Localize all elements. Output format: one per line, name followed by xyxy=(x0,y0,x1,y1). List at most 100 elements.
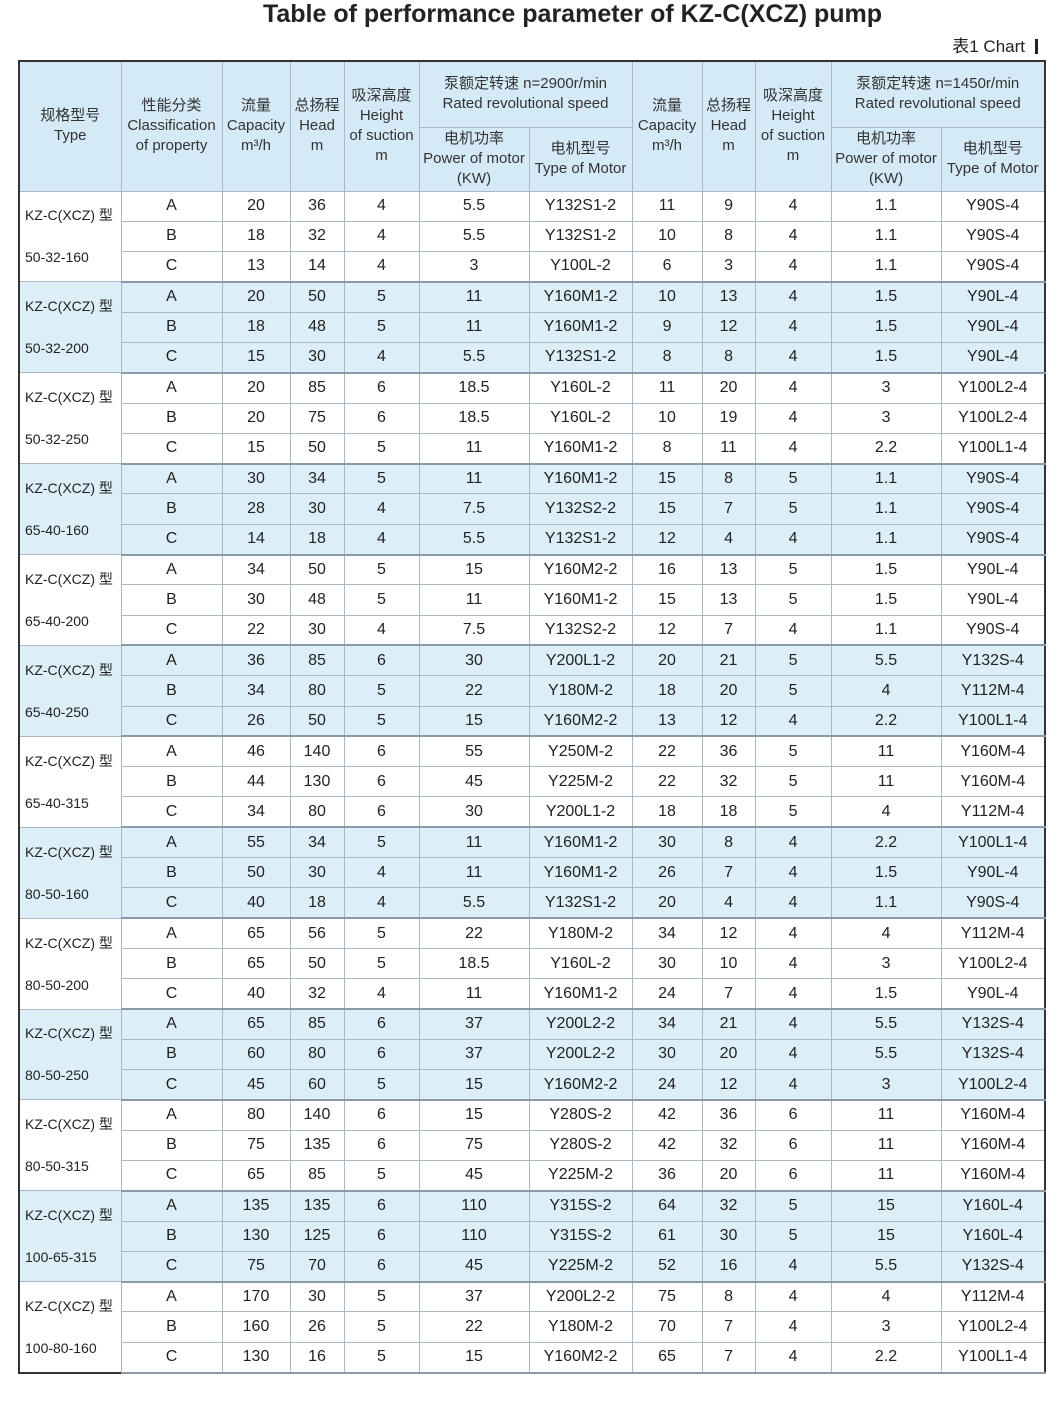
data-cell: 55 xyxy=(221,826,291,859)
data-cell: 1.1 xyxy=(830,523,942,556)
data-cell: 5 xyxy=(754,735,832,768)
data-cell: Y100L1-4 xyxy=(940,1341,1046,1374)
model-text: 65-40-315 xyxy=(25,794,89,811)
data-cell: 5 xyxy=(343,281,420,313)
model-text: 50-32-250 xyxy=(25,431,89,448)
data-row: B 18 48 5 11 Y160M1-2 9 12 4 1.5 Y90L-4 xyxy=(19,311,1046,343)
data-cell: Y90L-4 xyxy=(940,978,1046,1011)
data-cell: A xyxy=(120,190,223,222)
data-row: KZ-C(XCZ) 型 80-50-200 A 65 56 5 22 Y180M-2 34 12 4… xyxy=(18,917,1046,1010)
data-cell: 24 xyxy=(631,978,703,1011)
data-cell: Y160M1-2 xyxy=(528,826,633,859)
data-cell: 16 xyxy=(631,554,703,586)
data-cell: 2.2 xyxy=(830,432,942,465)
data-cell: 8 xyxy=(701,220,756,253)
data-cell: 85 xyxy=(289,1159,345,1192)
data-cell: Y250M-2 xyxy=(528,735,633,768)
model-cell: KZ-C(XCZ) 型 80-50-160 xyxy=(18,826,122,919)
data-cell: 4 xyxy=(754,917,832,949)
data-cell: 2.2 xyxy=(830,826,942,859)
header-line: 电机型号 xyxy=(962,140,1023,157)
data-cell: 64 xyxy=(631,1190,703,1222)
data-cell: B xyxy=(120,857,223,889)
data-cell: Y100L-2 xyxy=(528,251,633,283)
data-cell: 4 xyxy=(754,281,832,313)
data-cell: Y112M-4 xyxy=(940,1281,1046,1313)
data-cell: 4 xyxy=(754,523,832,556)
data-cell: A xyxy=(120,1099,223,1131)
data-cell: 50 xyxy=(289,705,345,738)
data-cell: C xyxy=(120,614,223,647)
data-cell: 22 xyxy=(418,675,530,707)
data-cell: 36 xyxy=(631,1159,703,1192)
data-cell: 4 xyxy=(754,978,832,1011)
data-cell: Y90L-4 xyxy=(940,857,1046,889)
model-cell: KZ-C(XCZ) 型 50-32-250 xyxy=(18,372,122,465)
header-line: Height xyxy=(359,107,404,125)
data-cell: B xyxy=(120,402,223,434)
data-row: KZ-C(XCZ) 型 100-65-315 A 135 135 6 110 Y315S-2 6… xyxy=(18,1190,1046,1283)
data-cell: 30 xyxy=(289,1281,345,1313)
data-cell: 130 xyxy=(221,1220,291,1252)
data-cell: 20 xyxy=(701,1159,756,1192)
data-cell: 7 xyxy=(701,614,756,647)
data-cell: 80 xyxy=(221,1099,291,1131)
header-line: 总扬程 xyxy=(706,97,752,115)
data-cell: 8 xyxy=(701,826,756,859)
data-cell: Y90L-4 xyxy=(940,311,1046,343)
data-cell: 5 xyxy=(343,1311,420,1343)
data-cell: 1.5 xyxy=(830,978,942,1011)
data-cell: 20 xyxy=(631,887,703,920)
data-cell: 6 xyxy=(754,1159,832,1192)
data-cell: C xyxy=(120,251,223,283)
data-cell: 4 xyxy=(754,857,832,889)
data-cell: 32 xyxy=(289,220,345,253)
data-cell: 8 xyxy=(631,341,703,374)
data-cell: C xyxy=(120,523,223,556)
data-cell: Y315S-2 xyxy=(528,1220,633,1252)
data-cell: Y132S1-2 xyxy=(528,190,633,222)
data-cell: 18.5 xyxy=(418,402,530,434)
data-cell: 61 xyxy=(631,1220,703,1252)
model-text: KZ-C(XCZ) 型 xyxy=(25,571,113,587)
data-cell: Y160M1-2 xyxy=(528,281,633,313)
data-cell: 4 xyxy=(343,493,420,525)
data-cell: 10 xyxy=(631,281,703,313)
data-cell: 13 xyxy=(701,281,756,313)
data-cell: 4 xyxy=(343,523,420,556)
data-cell: 110 xyxy=(418,1220,530,1252)
data-row: KZ-C(XCZ) 型 80-50-250 A 65 85 6 37 Y200L2-2 34 21… xyxy=(18,1008,1046,1101)
data-cell: 5.5 xyxy=(418,523,530,556)
data-cell: 6 xyxy=(343,644,420,677)
data-cell: 15 xyxy=(631,463,703,495)
data-cell: 8 xyxy=(631,432,703,465)
data-row: B 60 80 6 37 Y200L2-2 30 20 4 5.5 Y132S-4 xyxy=(19,1038,1046,1071)
header-line: 吸深高度 xyxy=(763,87,824,105)
data-cell: 30 xyxy=(418,644,530,677)
data-cell: 7.5 xyxy=(418,493,530,525)
data-cell: 36 xyxy=(701,735,756,768)
data-cell: 30 xyxy=(631,1038,703,1071)
model-text: 100-80-160 xyxy=(25,1339,97,1356)
data-cell: 65 xyxy=(221,1159,291,1192)
data-row: B 130 125 6 110 Y315S-2 61 30 5 15 Y160L-4 xyxy=(19,1220,1046,1252)
data-cell: 4 xyxy=(830,1281,942,1313)
data-row: C 65 85 5 45 Y225M-2 36 20 6 11 Y160M-4 xyxy=(19,1159,1046,1192)
data-cell: A xyxy=(120,1281,223,1313)
data-cell: 30 xyxy=(701,1220,756,1252)
data-row: KZ-C(XCZ) 型 50-32-200 A 20 50 5 11 Y160M1-2 10 13… xyxy=(18,281,1046,374)
data-cell: Y160M1-2 xyxy=(528,463,633,495)
data-cell: 6 xyxy=(343,735,420,768)
data-cell: 20 xyxy=(701,675,756,707)
data-cell: Y100L2-4 xyxy=(940,402,1046,434)
model-text: KZ-C(XCZ) 型 xyxy=(25,298,113,315)
header-cell: 总扬程 Head m xyxy=(701,60,756,192)
data-cell: 4 xyxy=(343,220,420,253)
data-cell: 5.5 xyxy=(418,341,530,374)
data-row: KZ-C(XCZ) 型 65-40-315 A 46 140 6 55 Y250M-2 22 36… xyxy=(18,735,1046,828)
data-cell: 18 xyxy=(701,796,756,829)
model-text: 50-32-160 xyxy=(25,249,89,266)
data-cell: 5 xyxy=(343,1159,420,1192)
data-cell: 4 xyxy=(754,372,832,404)
data-cell: 36 xyxy=(701,1099,756,1131)
